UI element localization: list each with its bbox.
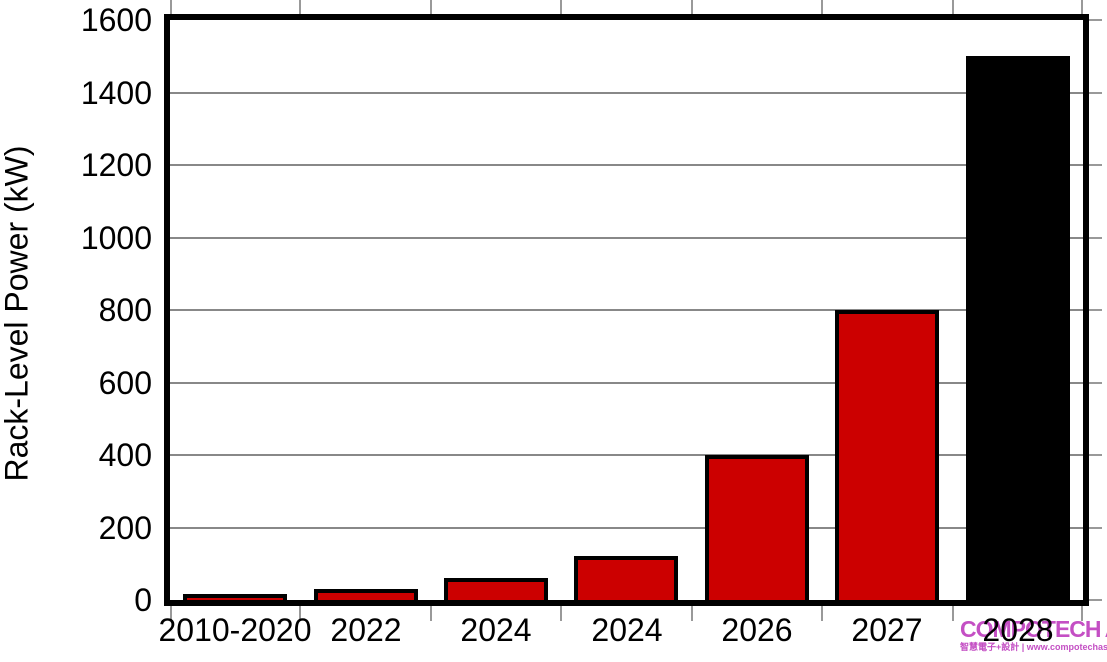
- right-tick-1000: [1089, 236, 1102, 239]
- tick-top-7: [1081, 0, 1083, 14]
- right-tick-1200: [1089, 164, 1102, 166]
- gridline-200: [170, 526, 1083, 529]
- watermark: COMPOTECH Asia 智慧電子+設計 | www.compotechas…: [960, 616, 1107, 652]
- tick-top-5: [821, 0, 823, 14]
- y-tick-label-0: 0: [134, 582, 152, 618]
- x-tick-label-2024-3: 2024: [591, 612, 663, 648]
- right-tick-200: [1089, 526, 1102, 529]
- bar-2024-3: [574, 556, 678, 600]
- tick-top-0: [170, 0, 172, 14]
- y-tick-label-200: 200: [98, 510, 152, 546]
- x-tick-label-2028-6: 2028: [982, 612, 1054, 648]
- tick-top-3: [560, 0, 562, 14]
- tick-top-2: [430, 0, 432, 14]
- watermark-region-text: Asia: [1105, 629, 1107, 640]
- x-tick-label-2027-5: 2027: [851, 612, 923, 648]
- gridline-600: [170, 381, 1083, 384]
- gridline-400: [170, 454, 1083, 456]
- y-tick-label-800: 800: [98, 292, 152, 328]
- tick-bottom-1: [299, 606, 301, 621]
- tick-top-4: [691, 0, 693, 14]
- tick-bottom-0: [170, 606, 172, 621]
- y-axis-title: Rack-Level Power (kW): [0, 145, 35, 482]
- plot-inner-area: [170, 0, 1102, 621]
- gridline-1000: [170, 236, 1083, 239]
- plot-area: [164, 0, 1102, 621]
- x-tick-label-2026-4: 2026: [721, 612, 793, 648]
- watermark-brand-text: COMPOTECH: [960, 616, 1101, 642]
- bar-2027-5: [835, 310, 939, 600]
- right-tick-600: [1089, 381, 1102, 384]
- y-tick-label-1200: 1200: [80, 147, 152, 183]
- tick-bottom-2: [430, 606, 432, 621]
- bar-2022-1: [314, 589, 418, 600]
- tick-top-6: [952, 0, 954, 14]
- y-tick-label-1000: 1000: [80, 220, 152, 256]
- x-tick-label-2024-2: 2024: [460, 612, 532, 648]
- tick-bottom-6: [952, 606, 954, 621]
- gridline-1200: [170, 164, 1083, 166]
- right-tick-0: [1089, 599, 1102, 601]
- gridline-800: [170, 309, 1083, 311]
- gridline-1400: [170, 91, 1083, 94]
- tick-bottom-4: [691, 606, 693, 621]
- tick-bottom-7: [1081, 606, 1083, 621]
- y-tick-label-400: 400: [98, 437, 152, 473]
- x-tick-label-2022-1: 2022: [330, 612, 402, 648]
- tick-bottom-3: [560, 606, 562, 621]
- tick-top-1: [299, 0, 301, 14]
- bar-2028-6: [966, 56, 1070, 600]
- right-tick-800: [1089, 309, 1102, 311]
- watermark-tagline: 智慧電子+設計 | www.compotechasia.com: [960, 642, 1107, 652]
- right-tick-1600: [1089, 19, 1102, 21]
- bar-2026-4: [705, 455, 809, 600]
- right-tick-1400: [1089, 91, 1102, 94]
- tick-bottom-5: [821, 606, 823, 621]
- y-tick-label-1400: 1400: [80, 75, 152, 111]
- bar-2024-2: [444, 578, 548, 600]
- y-tick-label-600: 600: [98, 365, 152, 401]
- y-tick-label-1600: 1600: [80, 2, 152, 38]
- watermark-brand-row: COMPOTECH Asia: [960, 616, 1107, 642]
- x-tick-label-2010-2020-0: 2010-2020: [158, 612, 312, 648]
- right-tick-400: [1089, 454, 1102, 456]
- bar-2010-2020-0: [183, 594, 287, 600]
